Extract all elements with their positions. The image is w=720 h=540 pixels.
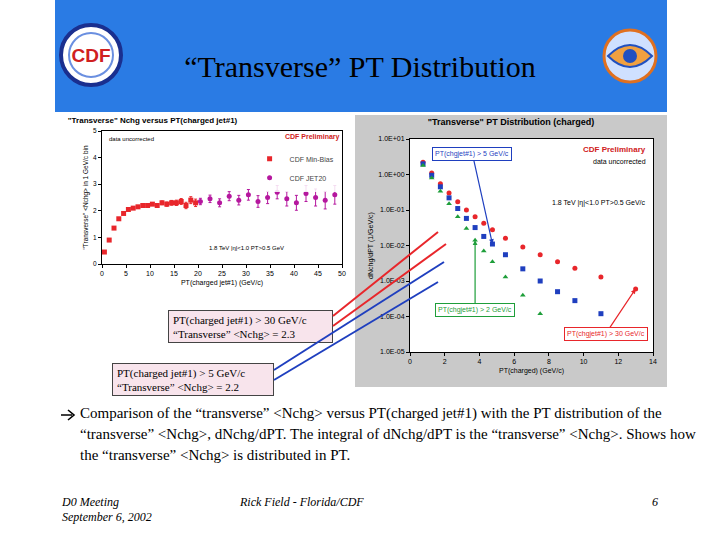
svg-text:2: 2 [443, 358, 447, 365]
svg-text:PT(chgjet#1) > 5 GeV/c: PT(chgjet#1) > 5 GeV/c [435, 150, 509, 158]
html-text:September 6, 2002: September 6, 2002 [62, 510, 152, 524]
svg-text:CDF: CDF [71, 45, 110, 66]
svg-text:1: 1 [93, 234, 97, 241]
html-text:PT(charged jet#1) > 30 GeV/c: PT(charged jet#1) > 30 GeV/c [173, 314, 307, 326]
svg-text:45: 45 [314, 270, 322, 277]
html-text:6: 6 [652, 495, 658, 509]
html-text:Comparison of the “transverse”: Comparison of the “transverse” <Nchg> ve… [80, 405, 696, 463]
svg-text:6: 6 [512, 358, 516, 365]
html-text:“Transverse” <Nchg> = 2.2: “Transverse” <Nchg> = 2.2 [117, 381, 240, 393]
svg-text:40: 40 [290, 270, 298, 277]
svg-text:1.0E-04: 1.0E-04 [380, 313, 405, 320]
svg-text:CDF JET20: CDF JET20 [290, 175, 327, 182]
svg-text:CDF Preliminary: CDF Preliminary [285, 133, 340, 141]
svg-text:PT(chgjet#1) > 30 GeV/c: PT(chgjet#1) > 30 GeV/c [567, 330, 645, 338]
svg-text:35: 35 [266, 270, 274, 277]
svg-text:8: 8 [547, 358, 551, 365]
svg-text:30: 30 [242, 270, 250, 277]
svg-text:1.0E-03: 1.0E-03 [380, 277, 405, 284]
svg-text:4: 4 [477, 358, 481, 365]
svg-text:PT(charged jet#1) (GeV/c): PT(charged jet#1) (GeV/c) [181, 279, 263, 287]
svg-text:data uncorrected: data uncorrected [109, 136, 154, 142]
svg-text:10: 10 [580, 358, 588, 365]
html-text:Rick Field - Florida/CDF: Rick Field - Florida/CDF [240, 495, 364, 509]
svg-text:PT(chgjet#1) > 2 GeV/c: PT(chgjet#1) > 2 GeV/c [438, 306, 512, 314]
html-text:“Transverse” PT Distribution: “Transverse” PT Distribution [184, 50, 536, 83]
svg-text:CDF Min-Bias: CDF Min-Bias [290, 156, 334, 163]
svg-text:1.8 TeV |η|<1.0 PT>0.5 GeV: 1.8 TeV |η|<1.0 PT>0.5 GeV [209, 245, 284, 251]
html-text:“Transverse” <Nchg> = 2.3: “Transverse” <Nchg> = 2.3 [173, 328, 296, 340]
svg-text:data uncorrected: data uncorrected [593, 158, 646, 165]
svg-text:10: 10 [146, 270, 154, 277]
svg-text:1.8 TeV |η|<1.0 PT>0.5 GeV/c: 1.8 TeV |η|<1.0 PT>0.5 GeV/c [552, 199, 646, 207]
svg-text:20: 20 [194, 270, 202, 277]
svg-text:14: 14 [649, 358, 657, 365]
svg-text:1.0E+01: 1.0E+01 [378, 135, 404, 142]
svg-text:1.0E-05: 1.0E-05 [380, 348, 405, 355]
svg-text:25: 25 [218, 270, 226, 277]
svg-text:1.0E-01: 1.0E-01 [380, 206, 405, 213]
html-text:D0 Meeting: D0 Meeting [62, 495, 119, 509]
svg-text:PT(charged) (GeV/c): PT(charged) (GeV/c) [499, 367, 564, 375]
svg-text:2: 2 [93, 207, 97, 214]
svg-text:1.0E+00: 1.0E+00 [378, 171, 404, 178]
svg-text:5: 5 [93, 127, 97, 134]
svg-text:4: 4 [93, 154, 97, 161]
svg-text:"Transverse" <Nchg> in 1 GeV/c: "Transverse" <Nchg> in 1 GeV/c bin [82, 145, 90, 249]
svg-text:12: 12 [614, 358, 622, 365]
svg-text:15: 15 [170, 270, 178, 277]
svg-text:50: 50 [338, 270, 346, 277]
svg-text:0: 0 [100, 270, 104, 277]
svg-text:"Transverse" PT Distribution (: "Transverse" PT Distribution (charged) [428, 117, 595, 127]
svg-text:0: 0 [408, 358, 412, 365]
svg-text:5: 5 [124, 270, 128, 277]
html-text:PT(charged jet#1) > 5 GeV/c: PT(charged jet#1) > 5 GeV/c [117, 367, 246, 379]
svg-text:CDF Preliminary: CDF Preliminary [583, 145, 646, 154]
svg-text:dNchg/dPT (1/GeV/c): dNchg/dPT (1/GeV/c) [367, 212, 375, 279]
svg-text:0: 0 [93, 260, 97, 267]
svg-text:3: 3 [93, 180, 97, 187]
svg-text:"Transverse" Nchg versus PT(ch: "Transverse" Nchg versus PT(charged jet#… [68, 116, 238, 125]
svg-text:1.0E-02: 1.0E-02 [380, 242, 405, 249]
